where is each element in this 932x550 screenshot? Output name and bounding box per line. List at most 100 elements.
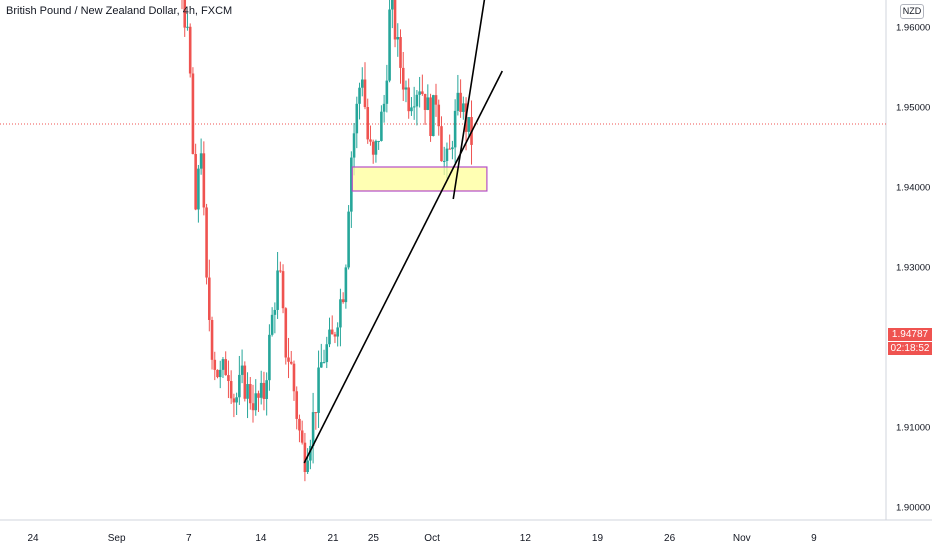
candle-body (330, 329, 334, 335)
price-tick-label: 1.93000 (896, 263, 930, 274)
candle-body (210, 319, 214, 360)
time-tick-label: Oct (424, 533, 440, 544)
candle-body (355, 103, 359, 134)
candle-body (183, 0, 187, 28)
candle-body (382, 103, 386, 112)
candle-body (232, 398, 236, 403)
candle-body (191, 73, 195, 155)
time-tick-label: Sep (108, 533, 126, 544)
candle-body (429, 97, 432, 137)
time-tick-label: 25 (368, 533, 380, 544)
candle-body (401, 67, 405, 90)
projection-arrow-line (452, 0, 486, 200)
candle-body (393, 0, 397, 40)
candle-body (319, 362, 323, 368)
candle-body (314, 412, 318, 414)
candle-body (462, 103, 465, 112)
drawings[interactable] (303, 0, 505, 464)
candle-body (456, 92, 460, 111)
candle-body (188, 26, 192, 74)
candle-body (410, 107, 413, 112)
price-tick-label: 1.96000 (896, 23, 930, 34)
candle-body (202, 153, 206, 208)
candle-body (451, 147, 454, 150)
candle-body (246, 384, 249, 399)
candle-body (426, 97, 430, 110)
candle-body (262, 382, 266, 399)
candle-body (344, 267, 348, 303)
candle-body (197, 168, 200, 210)
candle-body (388, 9, 391, 81)
candle-body (369, 139, 372, 142)
candle-body (300, 430, 304, 443)
candle-body (445, 148, 449, 161)
candle-body (276, 270, 279, 310)
candle-body (287, 357, 290, 362)
time-tick-label: 7 (186, 533, 192, 544)
candle-body (292, 363, 296, 392)
candle-body (284, 308, 288, 358)
candle-body (298, 418, 301, 431)
price-scale[interactable]: 1.900001.910001.920001.930001.940001.950… (896, 23, 930, 514)
candle-body (434, 95, 438, 105)
candle-body (328, 329, 331, 345)
candle-body (448, 148, 451, 150)
candle-body (240, 365, 244, 375)
candle-body (336, 327, 339, 337)
candle-body (251, 403, 255, 411)
candle-body (377, 140, 380, 142)
candle-body (309, 445, 312, 461)
candles (181, 0, 473, 482)
candle-body (306, 460, 309, 473)
time-tick-label: 21 (327, 533, 339, 544)
candle-body (221, 359, 225, 370)
candle-body (412, 106, 416, 108)
candle-body (213, 359, 217, 370)
price-tick-label: 1.94000 (896, 183, 930, 194)
candle-body (352, 133, 356, 158)
candle-body (325, 344, 329, 363)
candle-body (347, 211, 350, 268)
candle-body (238, 374, 241, 398)
candle-body (229, 381, 233, 399)
time-tick-label: Nov (733, 533, 751, 544)
candle-body (407, 87, 410, 112)
currency-badge[interactable]: NZD (900, 4, 924, 19)
candle-body (459, 92, 462, 112)
candle-body (227, 375, 230, 382)
candle-body (440, 126, 443, 162)
candle-body (322, 362, 326, 364)
candle-body (374, 140, 378, 155)
time-tick-label: 14 (255, 533, 267, 544)
candle-body (235, 397, 238, 403)
symbol-title: British Pound / New Zealand Dollar, 4h, … (6, 5, 233, 17)
chart-axes (0, 0, 932, 521)
candle-body (303, 442, 307, 473)
candle-body (265, 380, 268, 399)
candle-body (295, 391, 299, 419)
candle-body (243, 365, 247, 399)
candle-body (205, 207, 208, 278)
candle-body (279, 270, 282, 272)
candle-body (289, 361, 293, 364)
candle-body (248, 384, 252, 404)
candle-body (218, 369, 222, 378)
candle-body (273, 309, 277, 315)
candle-body (208, 277, 211, 320)
candle-body (396, 37, 400, 40)
candle-body (404, 87, 408, 90)
candle-body (216, 369, 219, 378)
time-tick-label: 24 (27, 533, 39, 544)
candle-body (257, 393, 260, 398)
time-tick-label: 9 (811, 533, 817, 544)
candle-body (358, 87, 361, 104)
time-tick-label: 12 (520, 533, 532, 544)
candle-body (366, 107, 370, 140)
candle-body (341, 299, 345, 303)
last-price-badge: 1.94787 (888, 328, 932, 341)
time-scale[interactable]: 24 Sep 7 14 21 25 Oct 12 19 26 Nov 9 (27, 533, 817, 544)
time-tick-label: 19 (592, 533, 604, 544)
candle-body (317, 367, 320, 413)
bar-countdown-badge: 02:18:52 (888, 342, 932, 355)
